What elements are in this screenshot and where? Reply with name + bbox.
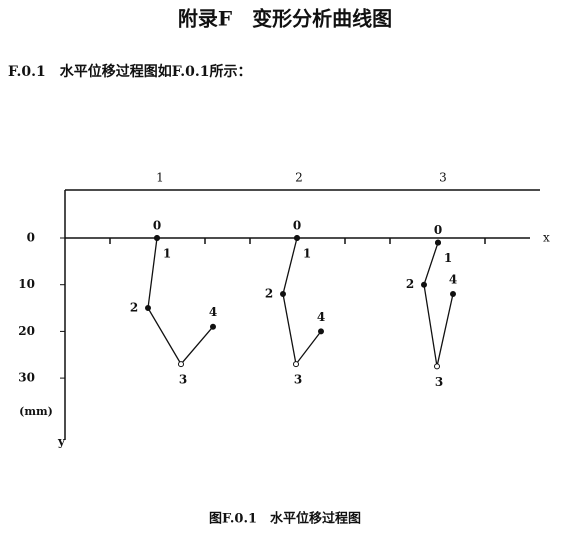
- point-label: 2: [265, 287, 273, 301]
- x-label: x: [543, 231, 550, 245]
- point-label: 1: [303, 247, 311, 261]
- point: [293, 361, 299, 368]
- point: [434, 363, 440, 370]
- curve: [282, 237, 322, 366]
- point-label: 0: [153, 219, 161, 233]
- section-text: F.0.1 水平位移过程图如F.0.1所示：: [8, 63, 252, 80]
- curve: [423, 242, 454, 367]
- y-label: y: [57, 435, 66, 449]
- unit-label: (mm): [19, 405, 53, 418]
- point: [178, 361, 184, 368]
- point: [435, 239, 441, 246]
- point: [154, 235, 160, 241]
- point: [318, 328, 324, 335]
- group-label: 2: [295, 171, 303, 185]
- y-tick-label: 20: [18, 324, 35, 338]
- point-label: 3: [294, 373, 302, 387]
- point: [450, 291, 456, 298]
- y-tick-label: 0: [27, 231, 35, 245]
- page-title: 附录F 变形分析曲线图: [178, 7, 392, 31]
- point-label: 3: [435, 375, 443, 389]
- point: [294, 235, 300, 241]
- point-label: 0: [293, 219, 301, 233]
- point-label: 4: [209, 305, 217, 319]
- y-tick-label: 30: [18, 371, 35, 385]
- point: [280, 291, 286, 298]
- group-label: 3: [439, 171, 447, 185]
- point: [421, 281, 427, 288]
- axes: [64, 189, 540, 440]
- point-label: 4: [317, 310, 325, 324]
- point-label: 2: [406, 277, 414, 291]
- point-label: 4: [449, 273, 457, 287]
- point-label: 2: [130, 301, 138, 315]
- point: [210, 323, 216, 330]
- point-label: 3: [179, 373, 187, 387]
- caption: 图F.0.1 水平位移过程图: [209, 511, 361, 527]
- point: [145, 305, 151, 312]
- point-label: 0: [434, 223, 442, 237]
- y-tick-label: 10: [18, 277, 35, 291]
- point-label: 1: [444, 251, 452, 265]
- group-label: 1: [156, 171, 164, 185]
- curve: [147, 237, 214, 366]
- point-label: 1: [163, 247, 171, 261]
